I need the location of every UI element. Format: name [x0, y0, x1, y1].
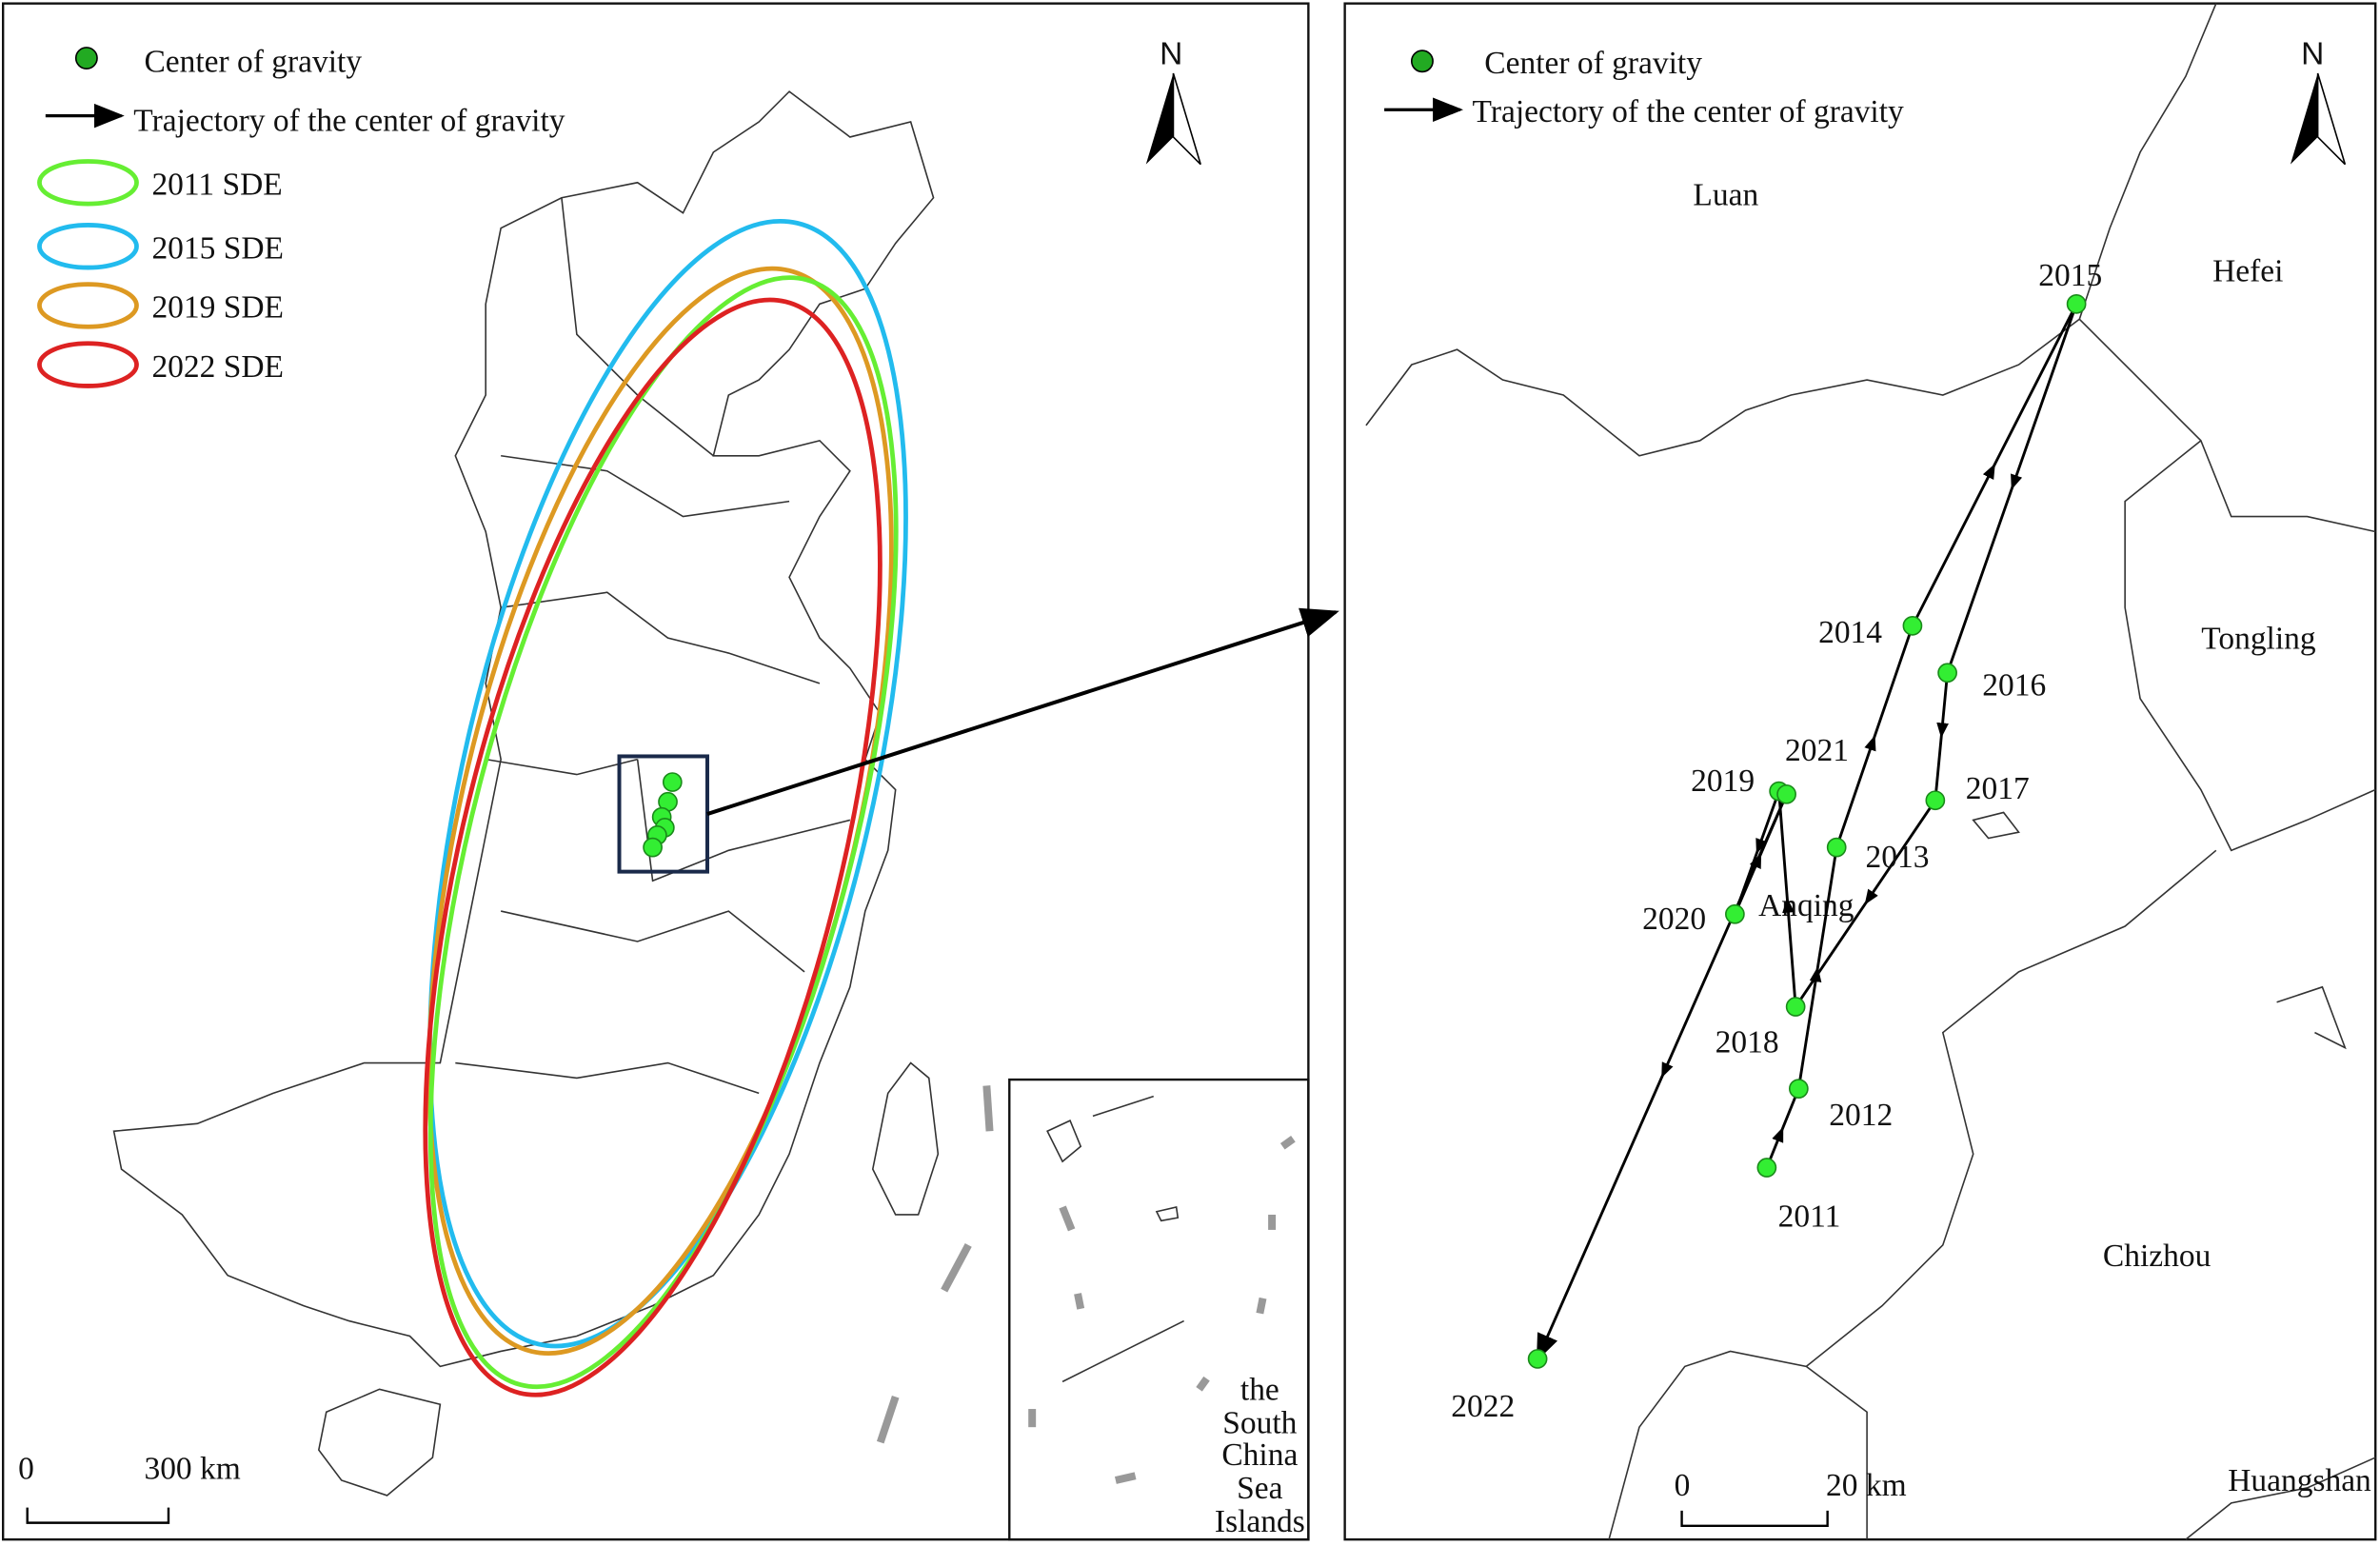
- legend-label: 2019 SDE: [151, 290, 284, 326]
- inset-dashes: [876, 1085, 1296, 1484]
- gravity-point: [1776, 783, 1796, 804]
- legend-ellipse: [37, 159, 139, 207]
- legend-dot: [74, 47, 98, 70]
- zoom-arrow: [706, 607, 1339, 816]
- place-label: Tongling: [2201, 621, 2316, 656]
- inset-label: the: [1240, 1372, 1279, 1407]
- legend-label: Trajectory of the center of gravity: [1473, 94, 1904, 129]
- gravity-point: [1937, 663, 1957, 684]
- trajectory: [1796, 846, 1838, 1089]
- right-frame: [1343, 2, 2377, 1541]
- inset-label: South: [1222, 1406, 1297, 1441]
- scale-label: 300 km: [144, 1451, 240, 1486]
- legend-label: Center of gravity: [1484, 46, 1702, 81]
- north-label: N: [1160, 36, 1182, 71]
- year-label: 2019: [1691, 763, 1755, 799]
- trajectory: [1536, 793, 1788, 1362]
- year-label: 2016: [1982, 668, 2046, 704]
- inset-label: Sea: [1237, 1471, 1282, 1506]
- trajectory: [1946, 303, 2078, 674]
- legend-label: Trajectory of the center of gravity: [133, 104, 565, 139]
- gravity-point: [1788, 1079, 1809, 1099]
- gravity-point: [1527, 1349, 1548, 1369]
- year-label: 2014: [1818, 615, 1882, 650]
- year-label: 2011: [1778, 1199, 1841, 1235]
- legend-ellipse: [37, 282, 139, 329]
- trajectory: [1934, 672, 1950, 801]
- legend-label: Center of gravity: [144, 44, 362, 79]
- inset-frame: [1008, 1078, 1310, 1541]
- place-label: Luan: [1693, 178, 1758, 213]
- year-label: 2012: [1829, 1098, 1893, 1133]
- legend-label: 2022 SDE: [151, 349, 284, 385]
- trajectory: [1911, 303, 2078, 626]
- scale-label: 0: [18, 1451, 34, 1486]
- legend-dot: [1410, 50, 1434, 73]
- scale-bar: [1680, 1510, 1829, 1528]
- year-label: 2018: [1716, 1024, 1779, 1060]
- legend-ellipse: [37, 223, 139, 270]
- scale-label: 0: [1675, 1468, 1691, 1503]
- year-label: 2013: [1866, 840, 1930, 875]
- trajectory: [1765, 1088, 1800, 1169]
- gravity-point: [1756, 1158, 1777, 1178]
- sde-ellipse: [427, 275, 899, 1390]
- place-label: Chizhou: [2103, 1239, 2211, 1274]
- sde-ellipse: [423, 297, 883, 1397]
- gravity-point: [1925, 790, 1946, 811]
- left-frame: [1, 2, 1310, 1541]
- place-label: Anqing: [1758, 888, 1854, 923]
- year-label: 2021: [1785, 733, 1849, 768]
- legend-label: 2015 SDE: [151, 231, 284, 267]
- legend-ellipse: [37, 341, 139, 388]
- gravity-point: [1902, 615, 1923, 636]
- place-label: Hefei: [2212, 253, 2283, 288]
- gravity-point: [1725, 903, 1745, 924]
- gravity-point: [2066, 293, 2087, 314]
- place-label: Huangshan: [2228, 1463, 2371, 1498]
- year-label: 2015: [2038, 258, 2102, 293]
- legend-label: 2011 SDE: [151, 168, 282, 203]
- scale-bar: [26, 1507, 170, 1524]
- north-label: N: [2301, 36, 2324, 71]
- inset-label: China: [1221, 1437, 1298, 1473]
- gravity-point: [1785, 997, 1806, 1017]
- gravity-point: [1826, 837, 1847, 858]
- year-label: 2022: [1451, 1389, 1515, 1424]
- sde-ellipse: [427, 218, 908, 1349]
- mini-points: [643, 772, 683, 858]
- year-label: 2017: [1966, 771, 2030, 806]
- year-label: 2020: [1642, 902, 1706, 937]
- inset-label: Islands: [1215, 1504, 1305, 1539]
- scale-label: 20 km: [1826, 1468, 1907, 1503]
